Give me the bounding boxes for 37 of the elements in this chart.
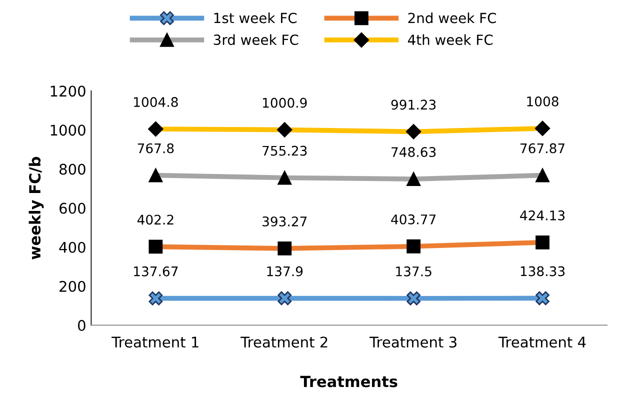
- y-tick-label: 600: [60, 202, 86, 214]
- point: [278, 291, 292, 306]
- x-axis-title: Treatments: [300, 376, 398, 388]
- point: [406, 291, 421, 306]
- x-tick-label: Treatment 4: [498, 336, 586, 348]
- legend-label: 3rd week FC: [214, 34, 298, 46]
- legend-label: 2nd week FC: [408, 12, 496, 24]
- legend-label: 4th week FC: [408, 34, 493, 46]
- data-label: 137.9: [267, 266, 303, 276]
- data-label: 767.8: [138, 143, 174, 154]
- data-label: 403.77: [391, 214, 436, 224]
- data-label: 424.13: [520, 210, 565, 220]
- point: [536, 291, 550, 306]
- y-tick-label: 1000: [50, 124, 86, 136]
- data-label: 1004.8: [134, 97, 178, 108]
- y-tick-label: 1200: [50, 86, 86, 97]
- x-tick-label: Treatment 1: [112, 336, 198, 348]
- data-label: 402.2: [137, 214, 174, 225]
- data-label: 137.67: [134, 266, 178, 276]
- y-tick-label: 0: [78, 320, 86, 331]
- data-label: 748.63: [392, 147, 436, 158]
- data-label: 1000.9: [262, 98, 307, 108]
- x-tick-label: Treatment 3: [369, 336, 456, 348]
- x-tick-label: Treatment 2: [240, 336, 328, 348]
- y-tick-label: 200: [60, 280, 86, 292]
- legend-label: 1st week FC: [214, 12, 297, 24]
- data-label: 137.5: [396, 266, 432, 276]
- data-label: 755.23: [262, 146, 307, 156]
- y-tick-label: 400: [59, 242, 86, 253]
- point: [148, 291, 163, 306]
- data-label: 1008: [527, 96, 558, 106]
- data-label: 138.33: [520, 266, 565, 276]
- data-label: 767.87: [520, 143, 564, 154]
- data-label: 991.23: [391, 100, 436, 110]
- y-axis-title: weekly FC/b: [28, 156, 44, 260]
- data-label: 393.27: [262, 216, 307, 226]
- y-tick-label: 800: [59, 164, 86, 175]
